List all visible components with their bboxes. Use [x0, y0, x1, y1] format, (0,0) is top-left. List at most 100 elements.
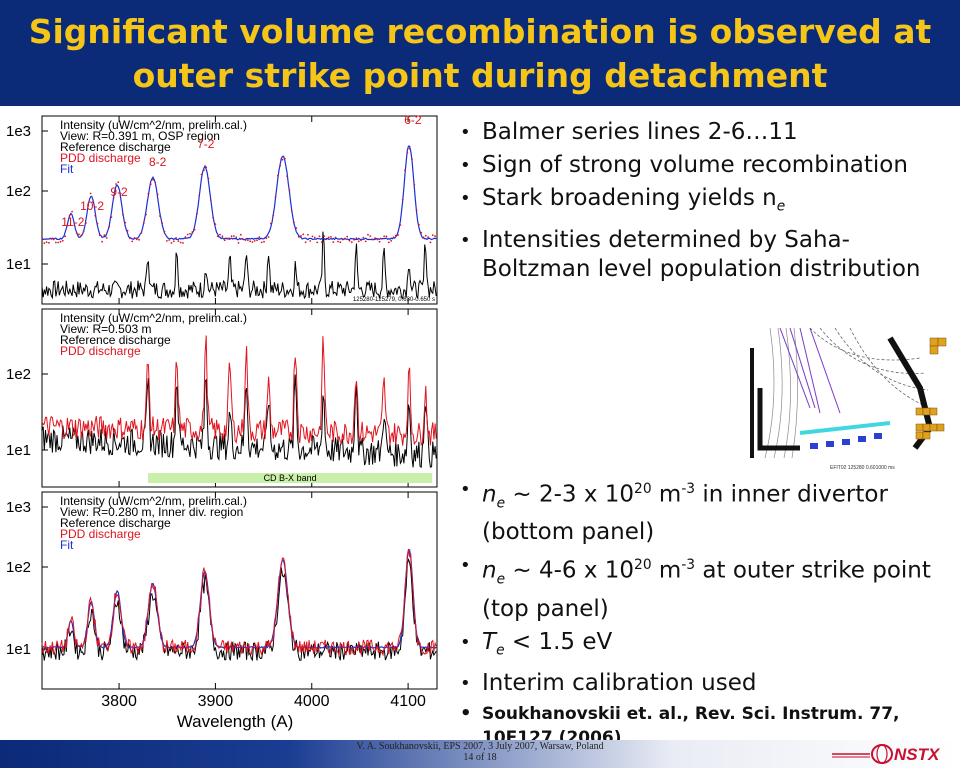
pdd-trace-point [279, 164, 282, 167]
nstx-logo: NSTX [832, 744, 941, 764]
pdd-trace-point [57, 241, 60, 244]
x-tick-label: 4000 [294, 693, 330, 710]
pdd-trace-point [378, 240, 381, 243]
y-tick-label: 1e3 [6, 499, 31, 516]
pdd-trace-point [115, 183, 117, 185]
pdd-trace-point [302, 233, 305, 236]
pdd-trace-point [163, 230, 166, 233]
pdd-trace-point [362, 236, 365, 239]
pdd-trace-point [82, 230, 85, 233]
pdd-trace-point [138, 238, 141, 241]
pdd-trace-point [96, 222, 99, 225]
pdd-trace-point [385, 235, 388, 238]
pdd-trace-point [422, 236, 425, 239]
x-tick-label: 4100 [390, 693, 426, 710]
pdd-trace-point [399, 224, 402, 226]
legend-entry: Intensity (uW/cm^2/nm, prelim.cal.) [60, 311, 247, 325]
pdd-trace-point [64, 235, 66, 238]
pdd-trace-point [50, 238, 53, 240]
pdd-trace-point [346, 235, 349, 238]
balmer-line-label: 6-2 [404, 113, 422, 127]
pdd-trace-point [404, 169, 406, 172]
pdd-trace-point [135, 238, 138, 241]
title-line-2: outer strike point during detachment [132, 56, 828, 95]
y-tick-label: 1e2 [6, 559, 31, 576]
pdd-trace-point [332, 241, 335, 244]
bullet-recombination: Sign of strong volume recombination [458, 151, 953, 180]
pdd-trace-point [159, 215, 161, 217]
pdd-trace-point [110, 216, 113, 218]
pdd-trace-point [205, 166, 208, 169]
bullet-saha: Intensities determined by Saha-Boltzman … [458, 226, 953, 284]
legend-entry: Reference discharge [60, 140, 171, 154]
bullet-list-bottom: ne ~ 2-3 x 1020 m-3 in inner divertor (b… [458, 475, 953, 754]
spectrum-panel-top [41, 115, 438, 305]
pdd-trace-point [149, 183, 152, 186]
pdd-trace-point [383, 235, 386, 238]
pdd-trace-point [152, 178, 154, 181]
pdd-trace-point [230, 235, 233, 238]
y-tick-label: 1e1 [6, 256, 31, 273]
pdd-trace-point [376, 238, 379, 241]
balmer-line-label: 8-2 [149, 155, 167, 169]
balmer-line-label: 11-2 [61, 215, 84, 229]
pdd-trace-point [66, 224, 69, 227]
cd-band-marker [147, 473, 433, 483]
legend-entry: Intensity (uW/cm^2/nm, prelim.cal.) [60, 494, 247, 508]
pdd-trace-point [92, 201, 94, 203]
svg-text:EFIT02 125280 0.601000 ms: EFIT02 125280 0.601000 ms [830, 465, 895, 471]
pdd-trace-point [311, 235, 314, 238]
pdd-trace-point [327, 236, 330, 239]
pdd-trace-point [209, 199, 212, 202]
bullet-balmer: Balmer series lines 2-6…11 [458, 118, 953, 147]
pdd-trace-point [367, 233, 369, 236]
pdd-trace-point [226, 237, 228, 240]
pdd-trace-point [318, 235, 321, 238]
pdd-trace-point [124, 221, 127, 224]
pdd-trace-point [283, 157, 286, 160]
pdd-trace-point [424, 234, 427, 237]
pdd-trace-point [166, 240, 168, 242]
pdd-trace-point [140, 232, 143, 234]
pdd-trace-point [290, 210, 293, 212]
pdd-trace-point [235, 236, 238, 239]
pdd-trace-point [263, 240, 265, 243]
pdd-trace-point [348, 239, 351, 242]
pdd-trace-point [122, 213, 124, 216]
pdd-trace-point [200, 173, 203, 176]
pdd-trace-point [203, 169, 205, 171]
pdd-trace [41, 335, 437, 447]
y-tick-label: 1e2 [6, 183, 31, 200]
pdd-trace-point [431, 234, 434, 237]
pdd-trace-point [357, 240, 360, 243]
pdd-trace-point [246, 239, 249, 242]
footer-text: V. A. Soukhanovskii, EPS 2007, 3 July 20… [0, 741, 960, 763]
legend-entry: PDD discharge [60, 344, 141, 358]
pdd-trace-point [108, 225, 110, 228]
pdd-trace-point [337, 240, 339, 243]
footer-line-1: V. A. Soukhanovskii, EPS 2007, 3 July 20… [356, 741, 604, 752]
pdd-trace-point [406, 151, 409, 154]
divertor-schematic: EFIT02 125280 0.601000 ms [740, 328, 960, 472]
pdd-trace-point [126, 229, 129, 232]
footer-page: 14 of 18 [463, 752, 497, 763]
pdd-trace-point [392, 236, 395, 239]
pdd-trace-point [244, 239, 247, 241]
pdd-trace-point [131, 240, 134, 243]
pdd-trace-point [52, 237, 55, 240]
pdd-trace-point [45, 241, 48, 244]
pdd-trace-point [193, 228, 196, 231]
pdd-trace-point [68, 214, 71, 217]
pdd-trace-point [394, 234, 397, 237]
pdd-trace-point [364, 240, 367, 243]
pdd-trace-point [177, 240, 180, 243]
legend-entry: Reference discharge [60, 333, 171, 347]
pdd-trace-point [355, 237, 358, 240]
shot-label: 125280-125279, 0.630-0.650 s [353, 297, 435, 303]
legend-entry: View: R=0.280 m, Inner div. region [60, 505, 243, 519]
pdd-trace-point [145, 213, 147, 216]
pdd-trace-point [434, 235, 436, 238]
legend-entry: Intensity (uW/cm^2/nm, prelim.cal.) [60, 118, 247, 132]
pdd-trace-point [267, 236, 270, 238]
pdd-trace-point [242, 238, 245, 241]
